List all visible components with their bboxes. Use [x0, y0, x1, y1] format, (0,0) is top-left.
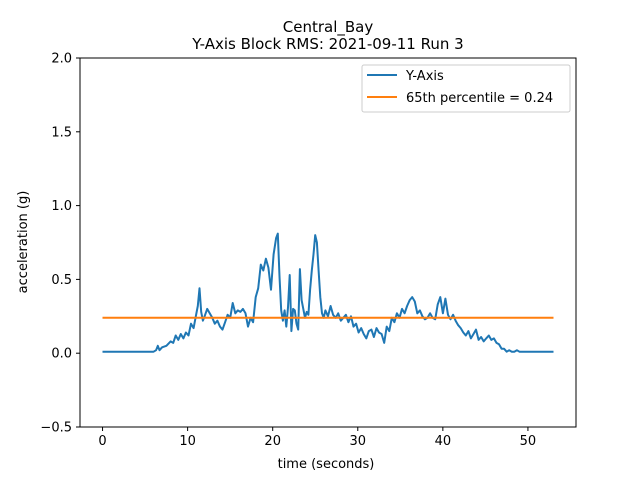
x-tick-label: 30	[350, 434, 367, 449]
legend-label-y-axis: Y-Axis	[405, 69, 444, 84]
plot-area	[102, 232, 554, 353]
y-tick-label: 0.0	[51, 347, 72, 362]
x-tick-label: 50	[520, 434, 537, 449]
x-tick-label: 40	[435, 434, 452, 449]
y-tick-label: 1.5	[51, 125, 72, 140]
chart-title-line-1: Central_Bay	[283, 18, 374, 37]
y-tick-label: −0.5	[40, 421, 72, 436]
chart-title-line-2: Y-Axis Block RMS: 2021-09-11 Run 3	[191, 35, 463, 53]
axes: 0 10 20 30 40 50 −0.5 0.0 0.5 1.0 1.5 2.0	[40, 52, 577, 449]
y-tick-label: 2.0	[51, 52, 72, 67]
y-axis-label: acceleration (g)	[16, 191, 31, 294]
x-tick-label: 0	[98, 434, 106, 449]
legend-label-65th-percentile: 65th percentile = 0.24	[406, 91, 553, 106]
legend: Y-Axis 65th percentile = 0.24	[361, 64, 571, 113]
x-tick-label: 20	[264, 434, 281, 449]
series-line-y-axis	[102, 232, 554, 353]
y-tick-label: 1.0	[51, 199, 72, 214]
legend-frame	[361, 64, 571, 113]
x-tick-label: 10	[179, 434, 196, 449]
x-axis-label: time (seconds)	[278, 457, 375, 472]
axes-frame	[79, 57, 577, 428]
y-tick-label: 0.5	[51, 273, 72, 288]
